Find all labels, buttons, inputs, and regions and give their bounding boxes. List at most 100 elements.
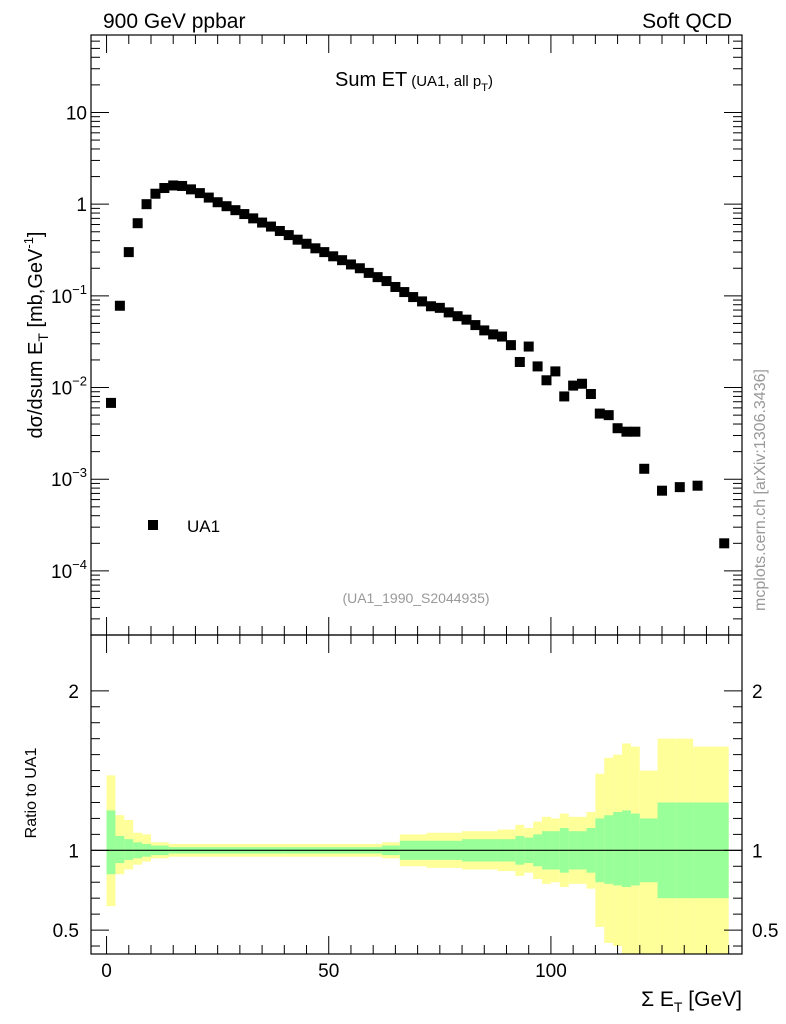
main-title-text: Sum ET [335,69,407,91]
data-point [168,180,179,191]
data-point [461,314,472,325]
data-point [399,287,410,298]
data-point [265,221,276,232]
data-point [177,180,188,191]
data-point [594,408,605,419]
ratio-y-tick-label: 2 [68,682,79,703]
ratio-y-tick-label-right: 1 [752,841,763,862]
data-point [479,325,490,336]
data-point [452,311,463,322]
y-tick-label: 10−2 [51,374,87,400]
data-point [221,201,232,212]
data-point [230,205,241,216]
data-point [141,199,152,210]
main-title-sub-sub: T [481,82,488,94]
ratio-y-tick-label: 0.5 [53,921,79,942]
data-point [310,243,321,254]
data-point [657,485,668,496]
data-point [105,397,116,408]
data-point [532,361,543,372]
data-point [132,218,143,229]
ratio-inner-band [622,810,631,888]
data-point [212,197,223,208]
x-tick-label: 0 [101,961,112,982]
data-point [283,230,294,241]
x-label-prefix: Σ E [641,988,674,1011]
data-point [363,267,374,278]
data-point [354,263,365,274]
data-point [692,480,703,491]
x-tick-label: 50 [318,961,339,982]
y-label-sup: -1 [21,237,36,249]
data-point [123,247,134,258]
legend-marker [148,520,158,530]
ratio-inner-band [630,813,640,886]
data-point [488,329,499,340]
main-title-sub: (UA1, all p [411,73,481,90]
ratio-inner-band [106,810,116,875]
data-point [372,272,383,283]
y-tick-label: 10−3 [51,465,87,491]
ratio-y-tick-label-right: 2 [752,682,763,703]
data-point [319,247,330,258]
data-point [674,482,685,493]
data-point [185,184,196,195]
ratio-inner-band [613,812,623,886]
y-tick-label: 1 [76,195,87,216]
main-title: Sum ET (UA1, all pT) [335,69,493,94]
main-axis-ticks: 10 1 10−1 10−2 10−3 10−4 [51,34,742,636]
data-point [114,300,125,311]
data-point [239,209,250,220]
data-point [203,192,214,203]
data-point [337,255,348,266]
ratio-axis-ticks: 0.5 0.5 1 1 2 2 0 50 100 [53,635,778,982]
data-point [150,188,161,199]
main-data-points [105,180,730,549]
data-point [523,341,534,352]
data-point [621,426,632,437]
data-point [408,292,419,303]
ratio-y-tick-label: 1 [68,841,79,862]
data-point [248,213,259,224]
data-point [443,307,454,318]
y-label-prefix: dσ/dsum E [25,342,47,439]
y-label-sub: T [35,333,51,342]
data-point [630,426,641,437]
data-point [505,340,516,351]
x-label-sub: T [674,999,683,1015]
main-y-axis-label: dσ/dsum ET [mb,GeV-1] [21,232,51,439]
side-credit-label: mcplots.cern.ch [arXiv:1306.3436] [752,369,769,611]
data-point [470,320,481,331]
data-point [257,217,268,228]
data-point [603,410,614,421]
ratio-inner-band [604,815,614,884]
x-label-suffix: [GeV] [682,988,742,1011]
data-point [159,183,170,194]
reference-label: (UA1_1990_S2044935) [342,590,489,606]
ratio-panel: 0.5 0.5 1 1 2 2 0 50 100 Ratio to UA1 Σ ET [GeV] [23,634,778,1015]
header-left-label: 900 GeV ppbar [103,10,245,33]
data-point [497,331,508,342]
ratio-frame [90,634,743,955]
y-tick-label: 10 [66,103,87,124]
data-point [425,301,436,312]
main-frame [90,34,743,636]
header-right-label: Soft QCD [642,10,732,33]
data-point [381,276,392,287]
y-label-close: ] [25,232,47,238]
data-point [550,366,561,377]
x-tick-label: 100 [535,961,567,982]
ratio-inner-band [124,839,134,860]
data-point [612,423,623,434]
data-point [514,356,525,367]
y-label-mid: [mb,GeV [25,248,47,333]
data-point [328,251,339,262]
data-point [417,296,428,307]
data-point [390,281,401,292]
data-point [577,378,588,389]
data-point [719,538,730,549]
data-point [559,391,570,402]
data-point [639,463,650,474]
